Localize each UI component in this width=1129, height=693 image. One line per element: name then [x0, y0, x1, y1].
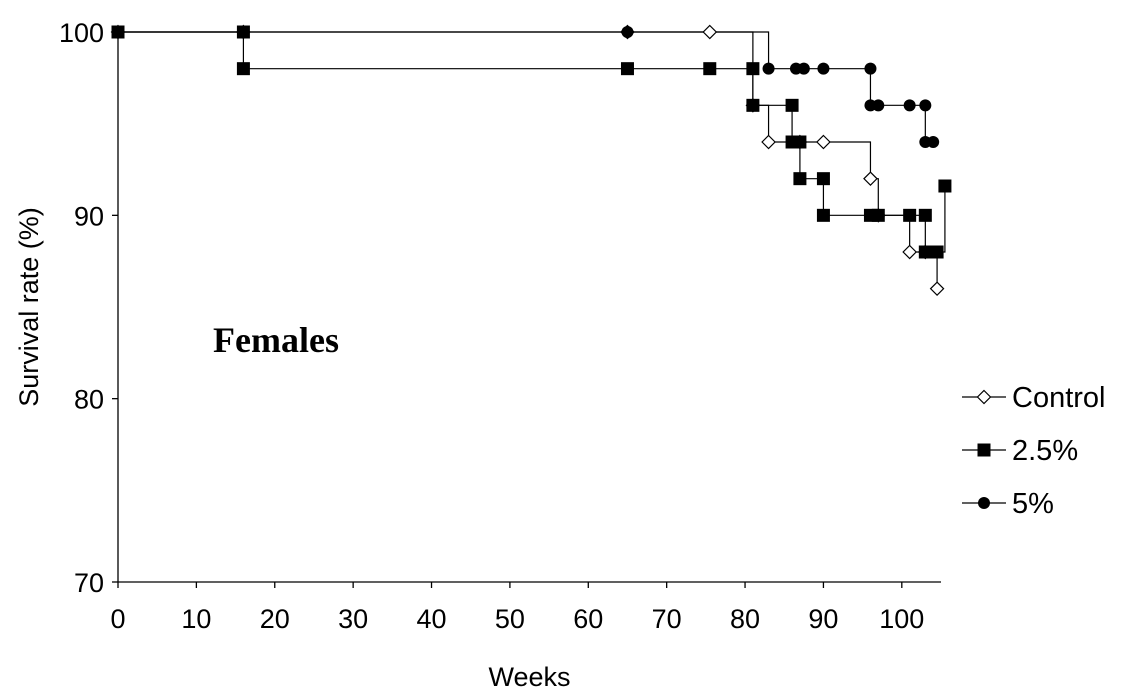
series-2-point: [746, 62, 760, 76]
series-2-point: [938, 179, 952, 193]
x-tick-label: 20: [260, 604, 290, 634]
series-2-point: [236, 62, 250, 76]
legend-3-label: 5%: [1012, 488, 1054, 520]
x-tick-label: 80: [730, 604, 760, 634]
series-2-point: [793, 172, 807, 186]
y-tick-label: 100: [59, 18, 104, 48]
x-tick-label: 100: [879, 604, 924, 634]
x-tick-label: 70: [652, 604, 682, 634]
series-3-point: [919, 99, 932, 112]
series-3-point: [762, 62, 775, 75]
series-3-point: [797, 62, 810, 75]
series-3-point: [112, 26, 124, 38]
series-1-point: [761, 134, 776, 150]
legend-3-marker: [978, 497, 990, 509]
series-1-point: [863, 171, 878, 187]
x-tick-label: 30: [338, 604, 368, 634]
series-3-point: [817, 62, 830, 75]
series-3-point: [927, 136, 940, 148]
series-3-point: [872, 99, 885, 112]
series-2-point: [903, 208, 917, 222]
series-2-point: [703, 62, 717, 76]
series-2-point: [746, 98, 760, 112]
y-tick-label: 90: [74, 201, 104, 231]
series-2-point: [816, 172, 830, 186]
series-1-point: [929, 281, 945, 297]
series-2-point: [620, 62, 634, 76]
series-3-point: [621, 26, 634, 38]
x-tick-label: 60: [573, 604, 603, 634]
legend-1-label: Control: [1012, 382, 1106, 414]
series-2-point: [918, 245, 932, 259]
y-tick-label: 70: [74, 568, 104, 598]
series-1-point: [902, 244, 917, 260]
series-3-point: [903, 99, 916, 112]
axes: 0 10 20 30 40 50 60 70 80 90 100 70 80 90 100 Weeks Surv…: [14, 18, 941, 692]
series-1-point: [702, 24, 718, 40]
legend-2-marker: [977, 443, 991, 457]
series-2-point: [793, 135, 807, 149]
series-markers: [110, 24, 952, 297]
females-annotation: Females: [213, 320, 339, 360]
series-2-point: [816, 208, 830, 222]
y-tick-label: 80: [74, 385, 104, 415]
series-3-line: [118, 31, 934, 143]
legend-1-marker: [976, 389, 992, 405]
series-1-point: [816, 134, 831, 150]
series-2-point: [871, 208, 885, 222]
x-tick-label: 40: [417, 604, 447, 634]
x-tick-label: 10: [181, 604, 211, 634]
x-axis-title: Weeks: [488, 662, 570, 692]
x-tick-label: 50: [495, 604, 525, 634]
series-2-point: [930, 245, 944, 259]
x-tick-label: 0: [110, 604, 125, 634]
series-2-point: [236, 25, 250, 39]
legend-2-label: 2.5%: [1012, 435, 1078, 467]
series-2-point: [918, 208, 932, 222]
x-tick-label: 90: [808, 604, 838, 634]
series-3-point: [864, 62, 877, 75]
y-axis-title: Survival rate (%): [14, 207, 44, 407]
legend: Control 2.5% 5%: [962, 382, 1106, 520]
series-2-point: [785, 98, 799, 112]
